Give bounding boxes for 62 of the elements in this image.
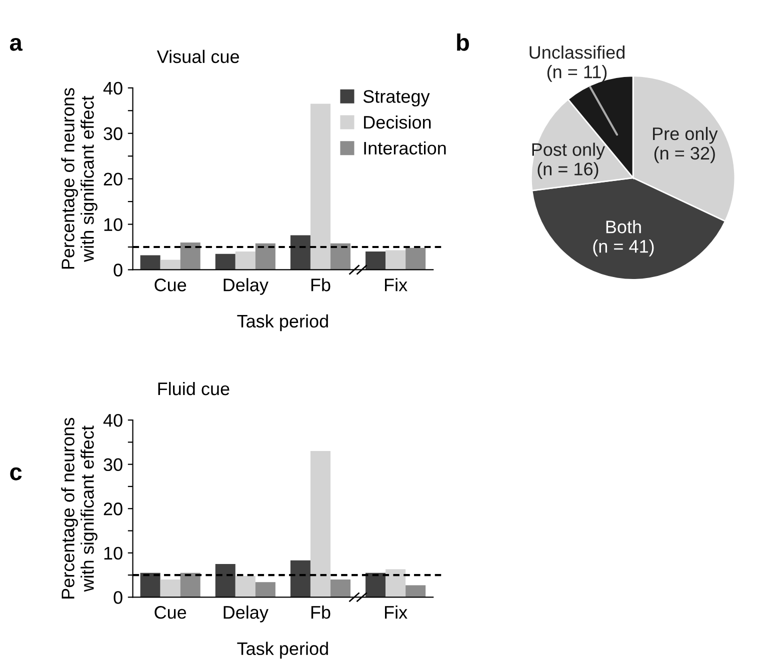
x-axis-title: Task period — [237, 642, 328, 659]
bar — [310, 451, 330, 598]
bar — [406, 585, 426, 598]
bar — [330, 579, 351, 598]
bar — [160, 260, 180, 270]
y-tick-label: 30 — [104, 458, 122, 472]
x-tick-label: Delay — [224, 606, 268, 622]
slice-label: Both — [606, 220, 641, 234]
bar — [255, 243, 276, 270]
bar — [290, 560, 310, 598]
bar — [140, 572, 160, 598]
bar — [406, 248, 426, 270]
bar — [235, 576, 256, 598]
y-tick-label: 40 — [103, 82, 122, 95]
bar — [160, 579, 180, 598]
x-tick-label: Fb — [311, 278, 330, 292]
x-tick-label: Cue — [154, 278, 186, 292]
y-tick-label: 0 — [114, 591, 122, 604]
x-tick-label: Delay — [224, 278, 268, 295]
bar — [140, 255, 160, 270]
bar — [215, 564, 236, 598]
bar — [180, 572, 200, 598]
legend-label: Interaction — [364, 141, 446, 155]
bar — [366, 572, 386, 598]
y-tick-label: 0 — [114, 264, 122, 276]
legend-label: Decision — [364, 115, 431, 129]
x-tick-label: Fix — [385, 278, 408, 292]
bar — [310, 104, 330, 270]
y-tick-label: 40 — [103, 414, 122, 427]
y-axis-title: Percentage of neurons with significant effect — [61, 88, 98, 269]
chart-title: Visual cue — [156, 50, 239, 64]
bar — [235, 252, 256, 270]
y-tick-label: 10 — [104, 218, 122, 231]
bar — [215, 254, 236, 270]
data-label: (n = 41) — [593, 240, 654, 256]
data-label: (n = 32) — [654, 146, 715, 164]
bar — [255, 582, 276, 598]
bar — [330, 243, 351, 270]
slice-label: Pre only — [653, 126, 718, 144]
text: b — [457, 34, 469, 51]
legend-label: Strategy — [363, 90, 430, 106]
data-label: (n = 11) — [547, 64, 607, 82]
y-tick-label: 20 — [104, 502, 122, 516]
x-tick-label: Fix — [385, 606, 408, 619]
text: a — [10, 38, 23, 51]
y-tick-label: 20 — [104, 172, 122, 186]
bar — [180, 242, 200, 270]
y-axis-title: Percentage of neurons with significant effect — [61, 418, 98, 598]
bar — [290, 235, 310, 270]
data-label: (n = 16) — [538, 162, 598, 179]
bar — [386, 250, 406, 270]
bar — [366, 252, 386, 270]
slice-label: Post only — [532, 142, 606, 160]
x-axis-title: Task period — [237, 314, 328, 332]
x-tick-label: Cue — [154, 606, 186, 619]
x-tick-label: Fb — [311, 606, 330, 619]
y-tick-label: 30 — [104, 127, 122, 140]
bar — [386, 569, 406, 598]
y-tick-label: 10 — [104, 546, 122, 560]
chart-title: Fluid cue — [158, 382, 230, 396]
slice-label: Unclassified — [530, 46, 624, 59]
text: c — [10, 467, 22, 480]
